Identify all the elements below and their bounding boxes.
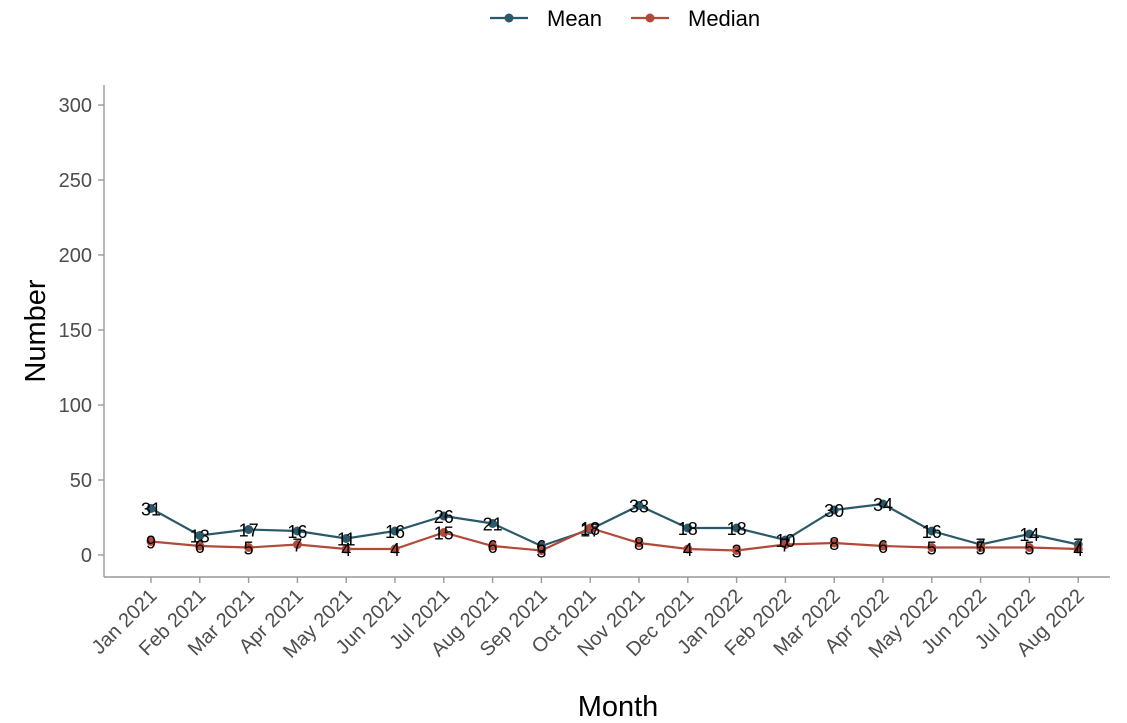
data-label-mean: 7 [1073, 536, 1083, 556]
y-tick-label: 100 [59, 395, 92, 417]
data-label-median: 5 [244, 539, 254, 559]
data-point-mean [292, 526, 302, 536]
series-line-mean [150, 502, 1079, 548]
y-tick-label: 300 [59, 95, 92, 117]
data-label-median: 4 [390, 540, 400, 560]
data-label-mean: 13 [190, 527, 210, 547]
data-point-mean [1024, 529, 1034, 539]
data-point-median [341, 544, 351, 554]
data-point-median [927, 543, 937, 552]
data-point-mean [683, 523, 693, 533]
data-label-median: 18 [580, 519, 600, 539]
data-point-median [439, 528, 449, 537]
data-point-median [195, 541, 205, 551]
data-point-median [878, 541, 888, 551]
data-point-median [488, 541, 498, 551]
legend-label: Median [688, 6, 760, 31]
data-label-median: 15 [434, 524, 454, 544]
data-label-median: 6 [195, 537, 205, 557]
data-label-median: 7 [292, 536, 302, 556]
data-point-mean [829, 505, 839, 515]
data-point-median [683, 544, 693, 554]
data-point-mean [341, 534, 351, 543]
data-point-mean [146, 504, 156, 513]
data-label-mean: 30 [824, 501, 844, 521]
data-point-median [244, 543, 254, 552]
data-label-median: 3 [536, 542, 546, 562]
data-point-median [780, 540, 790, 549]
data-point-mean [244, 525, 254, 534]
data-label-median: 4 [1073, 540, 1083, 560]
data-point-mean [878, 499, 888, 509]
data-label-mean: 18 [727, 519, 747, 539]
data-label-mean: 16 [287, 522, 307, 542]
series-line-median [150, 526, 1079, 552]
data-label-median: 4 [341, 540, 351, 560]
data-point-median [976, 543, 986, 552]
data-point-median [829, 538, 839, 548]
data-label-median: 6 [878, 537, 888, 557]
legend-item-mean: Mean [490, 6, 602, 31]
y-tick-label: 0 [81, 545, 92, 567]
data-label-mean: 16 [385, 522, 405, 542]
data-point-median [732, 546, 742, 555]
data-label-mean: 18 [678, 519, 698, 539]
data-label-mean: 6 [536, 537, 546, 557]
data-point-median [292, 540, 302, 549]
y-tick-label: 250 [59, 170, 92, 192]
data-label-mean: 7 [976, 536, 986, 556]
data-point-mean [927, 526, 937, 536]
data-label-mean: 17 [239, 521, 259, 541]
data-label-mean: 16 [922, 522, 942, 542]
data-label-mean: 14 [1019, 525, 1039, 545]
legend-label: Mean [547, 6, 602, 31]
data-point-median [146, 537, 156, 546]
legend: Mean Median [490, 6, 760, 31]
y-tick-label: 150 [59, 320, 92, 342]
data-point-mean [634, 501, 644, 510]
data-label-mean: 10 [775, 531, 795, 551]
data-label-mean: 11 [337, 530, 356, 550]
data-label-mean: 34 [873, 495, 893, 515]
data-label-median: 9 [146, 533, 156, 553]
data-label-median: 4 [683, 540, 693, 560]
data-point-median [585, 523, 595, 533]
data-label-median: 5 [1024, 539, 1034, 559]
data-label-mean: 31 [141, 500, 161, 520]
y-axis-title: Number [20, 279, 52, 382]
y-tick-label: 50 [70, 470, 92, 492]
data-label-median: 5 [976, 539, 986, 559]
data-point-mean [439, 511, 449, 521]
data-label-median: 8 [634, 534, 644, 554]
data-label-mean: 33 [629, 497, 649, 517]
data-point-median [536, 546, 546, 555]
data-label-median: 6 [488, 537, 498, 557]
data-label-median: 7 [780, 536, 790, 556]
legend-marker [504, 13, 514, 23]
data-label-median: 3 [732, 542, 742, 562]
data-point-median [634, 538, 644, 548]
series-layer [146, 499, 1083, 555]
data-point-median [1073, 544, 1083, 554]
data-point-median [390, 544, 400, 554]
data-label-median: 5 [927, 539, 937, 559]
data-label-mean: 17 [580, 521, 600, 541]
legend-marker [645, 13, 655, 23]
data-label-median: 8 [829, 534, 839, 554]
data-point-mean [390, 526, 400, 536]
data-point-mean [732, 523, 742, 533]
legend-item-median: Median [631, 6, 760, 31]
x-axis-title: Month [578, 691, 659, 723]
data-point-mean [488, 519, 498, 528]
data-label-mean: 21 [483, 515, 503, 535]
data-point-median [1024, 543, 1034, 552]
data-label-mean: 26 [434, 507, 454, 527]
y-tick-label: 200 [59, 245, 92, 267]
data-point-mean [195, 531, 205, 540]
